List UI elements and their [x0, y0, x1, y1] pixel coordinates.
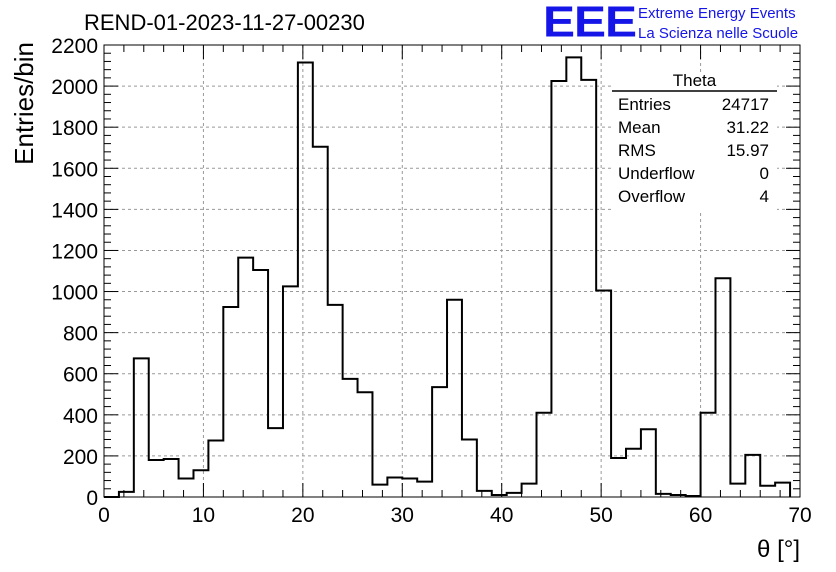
x-tick-label: 40: [490, 504, 513, 527]
stats-value: 4: [760, 187, 769, 206]
stats-label: Underflow: [618, 164, 695, 183]
y-tick-label: 800: [63, 323, 98, 346]
y-tick-label: 1600: [51, 158, 98, 181]
stats-label: Entries: [618, 95, 671, 114]
stats-value: 15.97: [726, 141, 769, 160]
y-tick-label: 1200: [51, 240, 98, 263]
stats-value: 24717: [722, 95, 769, 114]
x-tick-label: 10: [192, 504, 215, 527]
stats-label: Overflow: [618, 187, 686, 206]
x-tick-label: 70: [788, 504, 811, 527]
x-tick-label: 30: [391, 504, 414, 527]
y-tick-labels: 0 200 400 600 800 1000 1200 1400 1600 1800 2000 220…: [51, 35, 98, 510]
stats-label: RMS: [618, 141, 656, 160]
x-tick-label: 60: [689, 504, 712, 527]
stats-value: 0: [760, 164, 769, 183]
stats-value: 31.22: [726, 118, 769, 137]
grid-lines: [104, 45, 800, 497]
y-tick-label: 1400: [51, 199, 98, 222]
x-tick-label: 20: [291, 504, 314, 527]
y-tick-label: 2200: [51, 35, 98, 58]
y-tick-label: 400: [63, 405, 98, 428]
y-tick-label: 1800: [51, 117, 98, 140]
y-tick-label: 1000: [51, 282, 98, 305]
y-tick-label: 600: [63, 364, 98, 387]
y-tick-label: 0: [86, 487, 98, 510]
plot-frame: [103, 44, 801, 498]
x-axis-label: θ [°]: [757, 536, 800, 563]
brand-line-1: Extreme Energy Events: [638, 5, 796, 22]
y-tick-label: 200: [63, 446, 98, 469]
stats-label: Mean: [618, 118, 661, 137]
eee-logo: EEE: [543, 0, 637, 47]
stats-box-bg: [612, 72, 777, 212]
y-axis-label: Entries/bin: [9, 42, 39, 165]
brand-line-2: La Scienza nelle Scuole: [638, 25, 799, 42]
x-tick-labels: 0 10 20 30 40 50 60 70: [98, 504, 812, 527]
chart-title: REND-01-2023-11-27-00230: [84, 10, 365, 35]
x-tick-label: 50: [589, 504, 612, 527]
y-tick-label: 2000: [51, 76, 98, 99]
axis-ticks: [103, 44, 801, 498]
x-tick-label: 0: [98, 504, 110, 527]
stats-box-title: Theta: [673, 71, 717, 90]
